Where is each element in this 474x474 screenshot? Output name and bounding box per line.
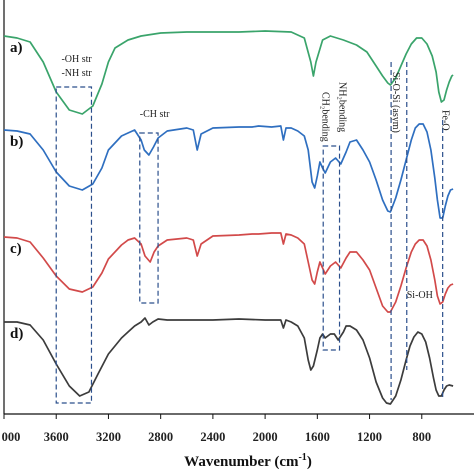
x-axis-title: Wavenumber (cm-1) xyxy=(184,452,312,470)
ch-stretch-box xyxy=(139,132,159,304)
panel-label-2: b) xyxy=(10,134,23,150)
panel-label-3: c) xyxy=(10,241,22,257)
x-tick-label-9: 800 xyxy=(412,430,431,444)
x-tick-label-3: 3200 xyxy=(96,430,121,444)
vertical-annotation-2: CH₂bending xyxy=(320,92,331,142)
x-axis: 000 3600 3200 2800 2400 2000 1600 1200 800 xyxy=(2,414,431,444)
x-tick-label-5: 2400 xyxy=(200,430,225,444)
series-line-1 xyxy=(3,30,454,115)
series-layer: a) b) c) d) xyxy=(3,30,454,405)
panel-label-1: a) xyxy=(10,40,23,56)
x-tick-label-6: 2000 xyxy=(253,430,278,444)
annotation-label-3: -CH str xyxy=(140,109,170,120)
bending-region-box xyxy=(322,145,341,351)
annotation-layer: -OH str -NH str -CH str Si-OH NH₂bending CH₂b… xyxy=(61,54,450,301)
panel-label-4: d) xyxy=(10,326,23,342)
oh-nh-region-box xyxy=(55,86,93,404)
x-tick-label-7: 1600 xyxy=(305,430,330,444)
series-line-3 xyxy=(3,232,454,313)
series-line-2 xyxy=(3,123,454,219)
vertical-annotation-3: Si-O-Si (asym) xyxy=(390,72,401,133)
plot-frame xyxy=(3,0,474,415)
x-tick-label-2: 3600 xyxy=(44,430,69,444)
x-tick-label-1: 000 xyxy=(2,430,21,444)
vertical-annotation-1: NH₂bending xyxy=(337,82,348,132)
annotation-label-4: Si-OH xyxy=(407,290,433,301)
annotation-label-1: -OH str xyxy=(61,54,92,65)
x-tick-label-4: 2800 xyxy=(148,430,173,444)
x-tick-label-8: 1200 xyxy=(357,430,382,444)
highlight-boxes xyxy=(55,62,444,404)
annotation-label-2: -NH str xyxy=(61,68,92,79)
series-line-4 xyxy=(4,317,454,405)
vertical-annotation-4: Fe-O xyxy=(440,110,451,131)
